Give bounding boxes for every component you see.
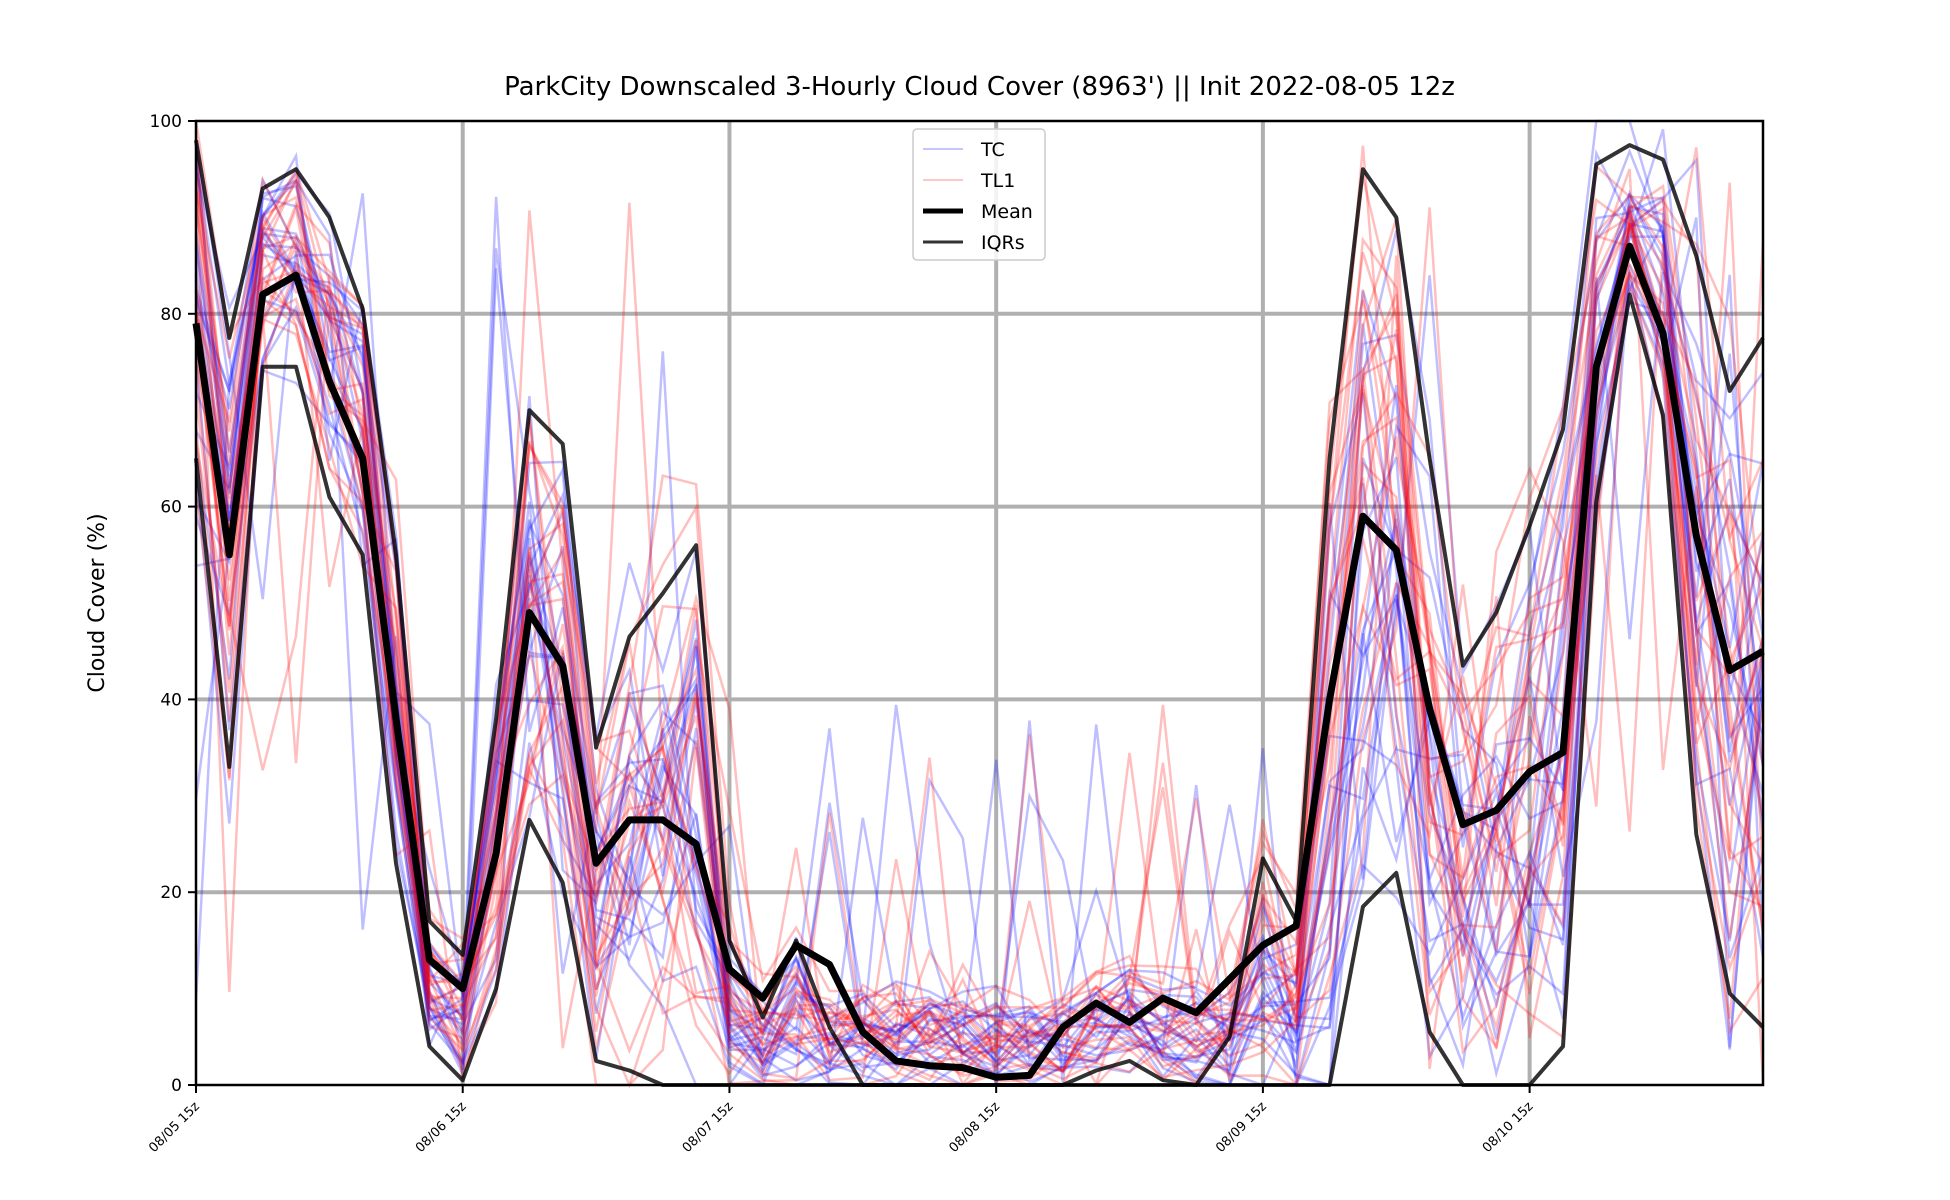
ensemble-line-tl1 xyxy=(194,166,1765,1082)
ensemble-line-tl1 xyxy=(194,168,1765,1089)
ensemble-line-tl1 xyxy=(194,163,1764,1062)
y-axis-label: Cloud Cover (%) xyxy=(85,513,110,692)
ensemble-line-tc xyxy=(194,147,1765,1087)
plot-area-frame xyxy=(194,119,1765,1087)
ensemble-line-tl1 xyxy=(194,137,1765,1088)
ensemble-line-tl1 xyxy=(194,210,1765,1055)
grid-lines xyxy=(196,121,1763,1085)
ensemble-line-tc xyxy=(194,178,1765,1066)
ensemble-line-tc xyxy=(194,196,1765,1087)
legend-label: TC xyxy=(980,139,1005,161)
ensemble-line-tl1 xyxy=(194,182,1765,1079)
ensemble-line-tl1 xyxy=(194,176,1765,1084)
ensemble-line-tl1 xyxy=(194,146,1765,1087)
ensemble-line-tl1 xyxy=(194,206,1764,1082)
ensemble-line-tc xyxy=(194,148,1765,1087)
ensemble-line-tc xyxy=(194,156,1765,1072)
y-tick-label: 80 xyxy=(160,305,182,325)
legend-label: IQRs xyxy=(981,232,1025,254)
ensemble-line-tc xyxy=(194,218,1765,1088)
ensemble-line-tc xyxy=(194,205,1765,1087)
ensemble-line-tl1 xyxy=(194,120,1765,1072)
ensemble-line-tl1 xyxy=(194,201,1765,1083)
ensemble-members xyxy=(194,119,1765,1089)
ensemble-line-tl1 xyxy=(194,145,1765,1087)
ensemble-line-tc xyxy=(194,271,1765,1078)
ensemble-line-tc xyxy=(194,226,1765,1077)
chart-title: ParkCity Downscaled 3-Hourly Cloud Cover… xyxy=(504,72,1455,102)
ensemble-line-tc xyxy=(194,264,1765,1069)
ensemble-line-tc xyxy=(194,129,1765,1069)
series-line-mean xyxy=(192,242,1765,1081)
ensemble-line-tl1 xyxy=(194,178,1765,1072)
ensemble-line-tc xyxy=(194,171,1765,1087)
legend-box xyxy=(912,128,1046,261)
ensemble-line-tc xyxy=(194,211,1765,1084)
ensemble-line-tc xyxy=(194,140,1765,1059)
y-tick-label: 100 xyxy=(150,112,182,132)
ensemble-line-tc xyxy=(194,198,1764,1068)
ensemble-line-tc xyxy=(195,205,1765,1087)
legend-label: TL1 xyxy=(980,170,1015,192)
ensemble-line-tl1 xyxy=(194,199,1765,1050)
y-tick-label: 20 xyxy=(160,883,182,903)
ensemble-line-tl1 xyxy=(194,168,1765,1086)
legend-label: Mean xyxy=(981,201,1033,223)
y-tick-label: 60 xyxy=(160,498,182,518)
legend: TC TL1 Mean IQRs xyxy=(912,128,1046,261)
ensemble-line-tl1 xyxy=(194,197,1765,1087)
y-tick-label: 40 xyxy=(160,690,182,710)
ensemble-line-tc xyxy=(194,184,1765,1075)
y-tick-label: 0 xyxy=(171,1076,182,1096)
